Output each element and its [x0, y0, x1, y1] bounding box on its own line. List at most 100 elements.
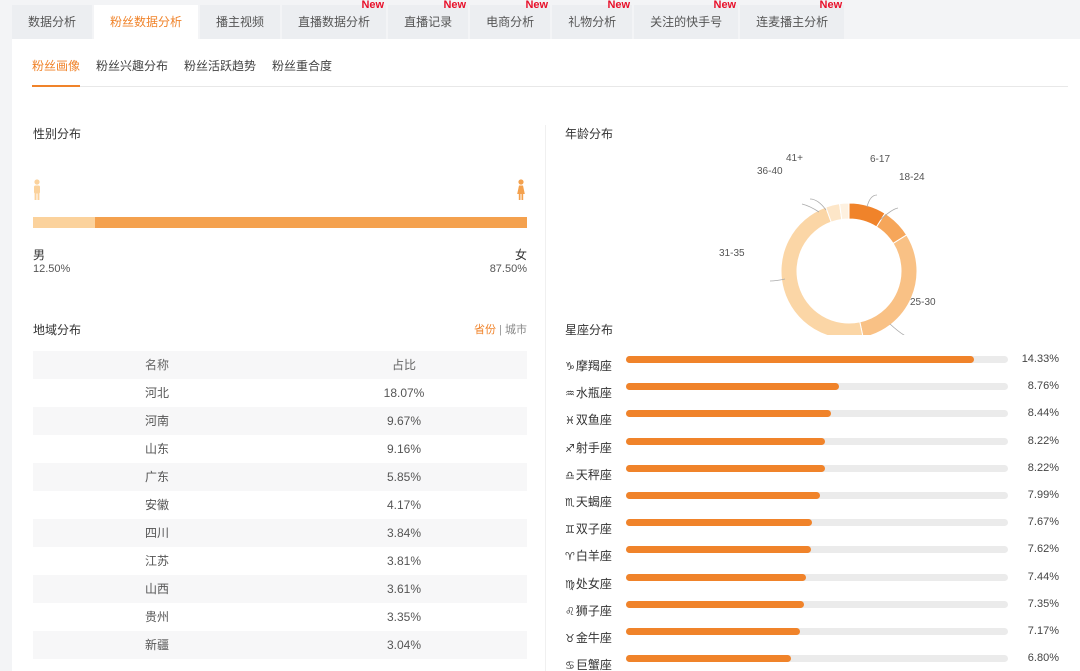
- table-row: 四川 3.84%: [33, 519, 527, 547]
- table-row: 山东 9.16%: [33, 435, 527, 463]
- region-name: 山东: [144, 442, 169, 456]
- gender-ratio-bar: [33, 217, 527, 228]
- zodiac-bar-track: [626, 491, 1008, 499]
- zodiac-bar-track: [626, 573, 1008, 581]
- zodiac-row: ♌狮子座 7.35%: [565, 596, 1065, 623]
- region-name: 贵州: [144, 610, 169, 624]
- zodiac-value: 8.22%: [1027, 434, 1059, 447]
- toggle-separator: |: [499, 324, 502, 336]
- female-label: 女: [514, 248, 527, 262]
- region-share: 9.67%: [386, 414, 422, 428]
- region-share: 4.17%: [386, 498, 422, 512]
- tab-label: 连麦播主分析: [756, 15, 829, 29]
- sub-tab-bar: 粉丝画像 粉丝兴趣分布 粉丝活跃趋势 粉丝重合度: [32, 51, 1068, 87]
- header-name: 名称: [144, 358, 169, 372]
- subtab-fan-profile[interactable]: 粉丝画像: [32, 51, 81, 87]
- age-label-25-30: 25-30: [910, 297, 936, 308]
- zodiac-row: ♐射手座 8.22%: [565, 433, 1065, 460]
- zodiac-value: 7.99%: [1027, 488, 1059, 501]
- table-header-row: 名称 占比: [33, 351, 527, 379]
- age-label-36-40: 36-40: [757, 166, 783, 177]
- female-icon: [517, 179, 525, 200]
- zodiac-name: ♒水瓶座: [565, 386, 612, 401]
- zodiac-name: ♉金牛座: [565, 630, 612, 645]
- toggle-city[interactable]: 城市: [505, 324, 527, 336]
- zodiac-aquarius-icon: ♒: [565, 388, 575, 401]
- region-name: 山西: [144, 582, 169, 596]
- zodiac-capricorn-icon: ♑: [565, 361, 575, 373]
- zodiac-bar-track: [626, 546, 1008, 554]
- leader-line: [809, 198, 827, 211]
- zodiac-value: 14.33%: [1021, 353, 1059, 365]
- zodiac-bar-fill: [626, 437, 826, 445]
- new-badge: New: [713, 0, 737, 11]
- zodiac-name: ♏天蝎座: [565, 494, 612, 509]
- age-label-31-35: 31-35: [719, 248, 745, 259]
- subtab-fan-activity[interactable]: 粉丝活跃趋势: [184, 59, 257, 73]
- region-name: 四川: [144, 526, 169, 540]
- region-share: 3.81%: [386, 554, 422, 568]
- zodiac-pisces-icon: ♓: [565, 415, 575, 428]
- tab-label: 关注的快手号: [650, 15, 723, 29]
- new-badge: New: [819, 0, 843, 11]
- zodiac-row: ♍处女座 7.44%: [565, 569, 1065, 596]
- zodiac-value: 8.76%: [1027, 380, 1059, 393]
- leader-line: [801, 203, 820, 213]
- table-row: 河南 9.67%: [33, 407, 527, 435]
- tab-live-analysis[interactable]: 直播数据分析 New: [282, 0, 387, 39]
- tab-label: 播主视频: [216, 15, 265, 29]
- zodiac-value: 7.62%: [1027, 543, 1059, 556]
- zodiac-name: ♍处女座: [565, 576, 612, 591]
- zodiac-virgo-icon: ♍: [565, 578, 575, 591]
- subtab-fan-overlap[interactable]: 粉丝重合度: [272, 59, 333, 73]
- top-tab-bar: 数据分析 粉丝数据分析 播主视频 直播数据分析 New 直播记录 New 电商分析 N…: [12, 0, 846, 39]
- zodiac-bar-track: [626, 519, 1008, 527]
- zodiac-row: ♓双鱼座 8.44%: [565, 405, 1065, 432]
- new-badge: New: [361, 0, 385, 11]
- region-table: 名称 占比 河北 18.07% 河南 9.67% 山东 9.16% 广东 5.85% 安…: [33, 351, 527, 659]
- tab-data-analysis[interactable]: 数据分析: [12, 5, 93, 39]
- zodiac-name: ♎天秤座: [565, 467, 612, 482]
- zodiac-row: ♊双子座 7.67%: [565, 514, 1065, 541]
- zodiac-bar-fill: [626, 627, 800, 635]
- zodiac-value: 8.22%: [1027, 461, 1059, 474]
- region-share: 18.07%: [383, 386, 425, 400]
- new-badge: New: [525, 0, 549, 11]
- table-row: 河北 18.07%: [33, 379, 527, 407]
- zodiac-bar-fill: [626, 519, 813, 527]
- zodiac-taurus-icon: ♉: [565, 632, 575, 645]
- tab-live-records[interactable]: 直播记录 New: [388, 0, 469, 39]
- zodiac-row: ♎天秤座 8.22%: [565, 460, 1065, 487]
- table-row: 贵州 3.35%: [33, 603, 527, 631]
- zodiac-scorpio-icon: ♏: [565, 496, 575, 509]
- gender-title: 性别分布: [33, 127, 82, 141]
- tab-ecommerce[interactable]: 电商分析 New: [470, 0, 551, 39]
- zodiac-name: ♑摩羯座: [565, 359, 612, 373]
- region-share: 9.16%: [386, 442, 422, 456]
- toggle-province[interactable]: 省份: [474, 324, 497, 336]
- zodiac-bar-fill: [626, 600, 805, 608]
- zodiac-gemini-icon: ♊: [565, 524, 575, 537]
- region-name: 新疆: [144, 638, 169, 652]
- tab-followed-accounts[interactable]: 关注的快手号 New: [634, 0, 739, 39]
- male-share-fill: [33, 217, 95, 228]
- zodiac-bar-fill: [626, 383, 839, 391]
- tab-fan-analysis[interactable]: 粉丝数据分析: [94, 5, 199, 39]
- tab-label: 礼物分析: [568, 15, 617, 29]
- tab-co-host-analysis[interactable]: 连麦播主分析 New: [740, 0, 845, 39]
- zodiac-row: ♈白羊座 7.62%: [565, 541, 1065, 568]
- tab-host-videos[interactable]: 播主视频: [200, 5, 281, 39]
- zodiac-bar-fill: [626, 546, 811, 554]
- tab-gifts[interactable]: 礼物分析 New: [552, 0, 633, 39]
- zodiac-bar-track: [626, 600, 1008, 608]
- zodiac-name: ♌狮子座: [565, 603, 612, 618]
- column-divider: [545, 125, 546, 671]
- zodiac-title: 星座分布: [565, 323, 614, 337]
- zodiac-bar-track: [626, 383, 1008, 391]
- region-toggle: 省份 | 城市: [474, 321, 527, 337]
- subtab-fan-interest[interactable]: 粉丝兴趣分布: [96, 59, 169, 73]
- zodiac-row: ♒水瓶座 8.76%: [565, 378, 1065, 405]
- zodiac-row: ♉金牛座 7.17%: [565, 623, 1065, 650]
- region-share: 5.85%: [386, 470, 422, 484]
- zodiac-bar-fill: [626, 491, 820, 499]
